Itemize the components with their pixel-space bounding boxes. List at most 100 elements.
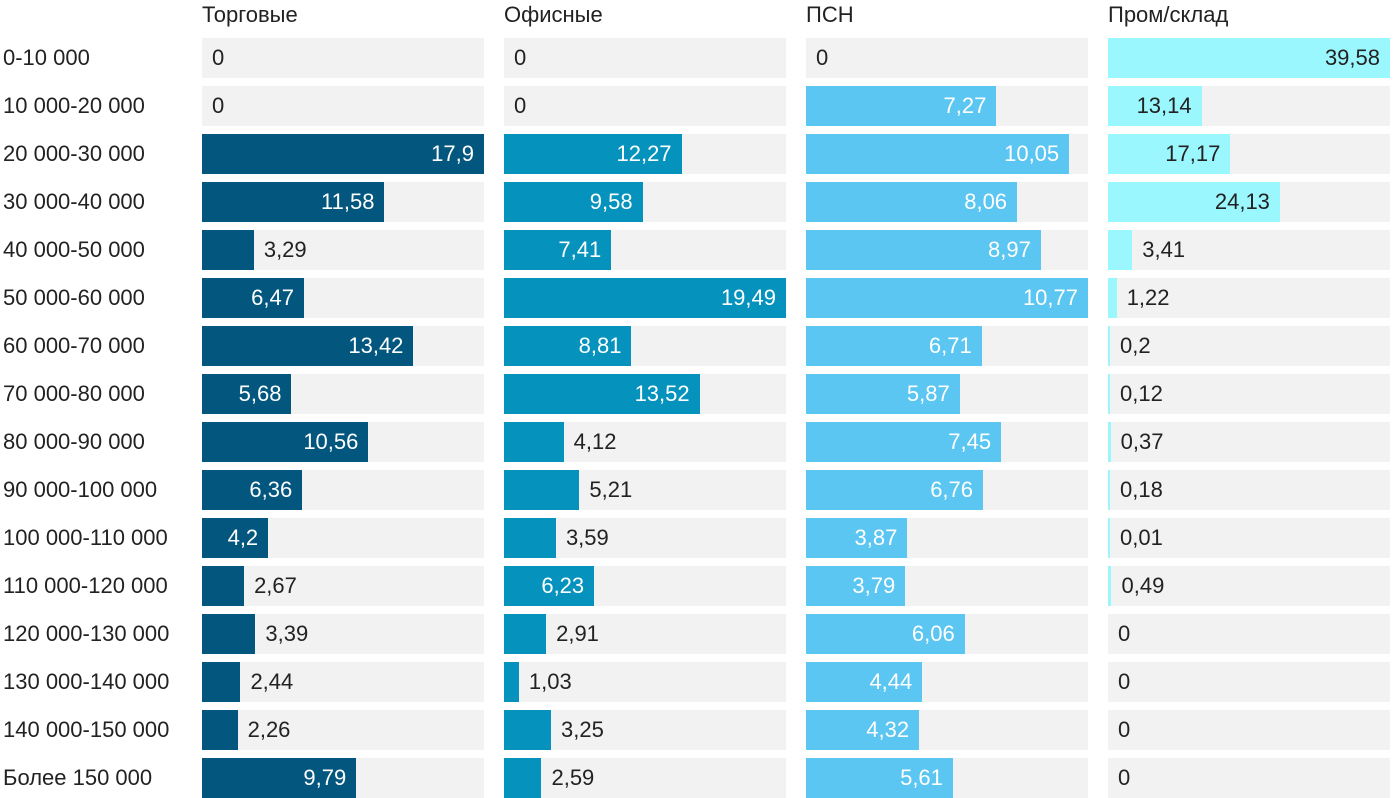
bar [806,278,1088,318]
bar-track: 17,17 [1108,134,1390,174]
bar-track: 11,58 [202,182,484,222]
value-label: 0 [514,45,527,70]
bar-track: 2,91 [504,614,786,654]
value-label: 0,37 [1120,429,1164,454]
row-label: 20 000-30 000 [3,141,145,166]
value-label: 11,58 [321,189,375,214]
bar-track: 0,49 [1108,566,1390,606]
bar-track: 3,41 [1108,230,1390,270]
bar-track: 9,58 [504,182,786,222]
bar [202,710,238,750]
bar [504,422,564,462]
bar-track: 7,45 [806,422,1088,462]
value-label: 3,39 [265,621,309,646]
bar-track: 2,59 [504,758,786,798]
bar-track: 24,13 [1108,182,1390,222]
value-label: 19,49 [720,285,776,310]
bar [202,614,256,654]
bar-track: 0 [806,38,1088,78]
bar-track: 0 [202,86,484,126]
value-label: 13,42 [348,333,404,358]
column-title: Пром/склад [1108,2,1229,27]
bar-track: 5,61 [806,758,1088,798]
value-label: 5,68 [238,381,282,406]
bar-track: 10,05 [806,134,1088,174]
value-label: 4,32 [866,717,910,742]
value-label: 12,27 [616,141,672,166]
value-label: 0 [1118,717,1131,742]
bar [504,182,643,222]
bar-track: 5,21 [504,470,786,510]
bar-track: 4,12 [504,422,786,462]
bar-track: 8,06 [806,182,1088,222]
bar [504,758,542,798]
bar-track: 0 [504,38,786,78]
value-label: 0 [816,45,829,70]
value-label: 0,12 [1120,381,1163,406]
bar [202,230,254,270]
bar-track: 13,14 [1108,86,1390,126]
value-label: 5,87 [906,381,950,406]
bar [1108,422,1111,462]
bar [202,134,484,174]
value-label: 4,44 [869,669,913,694]
value-label: 5,21 [589,477,633,502]
bar-track: 4,44 [806,662,1088,702]
value-label: 4,2 [227,525,259,550]
row-label: 40 000-50 000 [3,237,145,262]
row-label: 140 000-150 000 [3,717,170,742]
value-label: 13,14 [1136,93,1192,118]
bar [1108,86,1202,126]
value-label: 4,12 [573,429,617,454]
bar-track: 17,9 [202,134,484,174]
bar [806,86,997,126]
row-label: 130 000-140 000 [3,669,170,694]
row-label: Более 150 000 [3,765,153,790]
bar-track: 4,2 [202,518,484,558]
bar [1108,374,1110,414]
bar-track: 7,27 [806,86,1088,126]
row-label: 70 000-80 000 [3,381,145,406]
value-label: 3,29 [263,237,307,262]
bar-track: 3,87 [806,518,1088,558]
bar-track: 1,03 [504,662,786,702]
bar [202,566,245,606]
bar [1108,38,1390,78]
bar-track: 0,18 [1108,470,1390,510]
column-title: ПСН [806,2,854,27]
bar-track: 10,56 [202,422,484,462]
bar [806,566,906,606]
row-label: 80 000-90 000 [3,429,145,454]
value-label: 0,2 [1120,333,1151,358]
value-label: 7,27 [943,93,987,118]
value-label: 1,03 [528,669,572,694]
bar-track: 4,32 [806,710,1088,750]
value-label: 10,56 [303,429,359,454]
bar-track: 8,97 [806,230,1088,270]
bar-track: 3,79 [806,566,1088,606]
bar [202,518,269,558]
bar [202,470,303,510]
value-label: 0,49 [1121,573,1165,598]
bar [504,710,552,750]
bar-track: 5,68 [202,374,484,414]
bar-track: 0,12 [1108,374,1390,414]
bar-track: 2,26 [202,710,484,750]
bar [806,518,908,558]
bar [504,662,519,702]
bar-track: 0 [202,38,484,78]
value-label: 2,44 [250,669,294,694]
bar [1108,134,1231,174]
column-title: Торговые [202,2,298,27]
row-label: 110 000-120 000 [3,573,168,598]
row-label: 30 000-40 000 [3,189,145,214]
bar-track: 6,36 [202,470,484,510]
bar-track: 2,67 [202,566,484,606]
bar-track: 3,29 [202,230,484,270]
value-label: 10,77 [1022,285,1078,310]
value-label: 8,06 [964,189,1008,214]
bar-track: 0 [1108,758,1390,798]
value-label: 9,79 [303,765,347,790]
row-label: 90 000-100 000 [3,477,158,502]
